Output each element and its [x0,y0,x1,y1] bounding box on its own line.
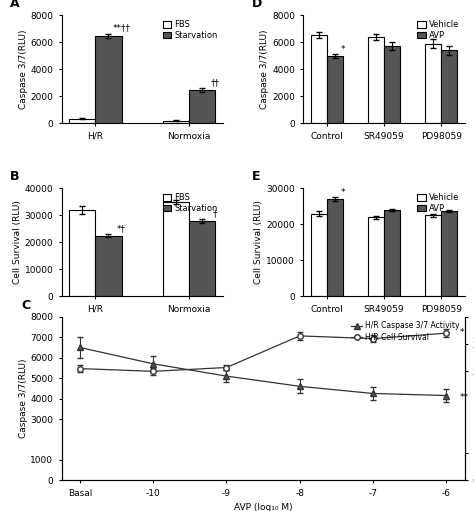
Y-axis label: Caspase 3/7(RLU): Caspase 3/7(RLU) [18,359,27,438]
Text: *: * [459,328,464,337]
Y-axis label: Cell Survival (RLU): Cell Survival (RLU) [255,200,264,284]
Text: *†: *† [117,224,126,233]
Bar [310,35,327,124]
Bar [327,56,343,124]
Bar [189,89,216,124]
Y-axis label: Caspase 3/7(RLU): Caspase 3/7(RLU) [260,30,269,109]
Bar [441,51,457,124]
Text: D: D [252,0,262,10]
Bar [441,211,457,296]
Text: A: A [10,0,20,10]
Text: *: * [340,188,345,197]
Bar [163,121,189,124]
Bar [189,221,216,296]
Text: **: ** [459,393,468,402]
Bar [310,214,327,296]
X-axis label: AVP (log₁₀ M): AVP (log₁₀ M) [234,503,292,511]
Bar [163,202,189,296]
Bar [95,236,121,296]
Bar [384,45,400,124]
Text: B: B [10,170,19,182]
Text: C: C [21,298,30,312]
Bar [69,119,95,124]
Bar [327,199,343,296]
Bar [425,44,441,124]
Text: **††: **†† [112,23,130,32]
Text: ††: †† [211,78,220,87]
Bar [425,215,441,296]
Legend: FBS, Starvation: FBS, Starvation [162,193,219,214]
Legend: FBS, Starvation: FBS, Starvation [162,19,219,41]
Bar [69,210,95,296]
Bar [95,36,121,124]
Y-axis label: Cell Survival (RLU): Cell Survival (RLU) [13,200,22,284]
Text: †: † [213,210,218,219]
Bar [384,210,400,296]
Legend: H/R Caspase 3/7 Activity, H/R Cell Survival: H/R Caspase 3/7 Activity, H/R Cell Survi… [350,320,461,342]
Bar [368,37,384,124]
Legend: Vehicle, AVP: Vehicle, AVP [417,19,460,41]
Legend: Vehicle, AVP: Vehicle, AVP [417,193,460,214]
Text: E: E [252,170,260,182]
Bar [368,217,384,296]
Y-axis label: Caspase 3/7(RLU): Caspase 3/7(RLU) [18,30,27,109]
Text: *: * [340,45,345,54]
